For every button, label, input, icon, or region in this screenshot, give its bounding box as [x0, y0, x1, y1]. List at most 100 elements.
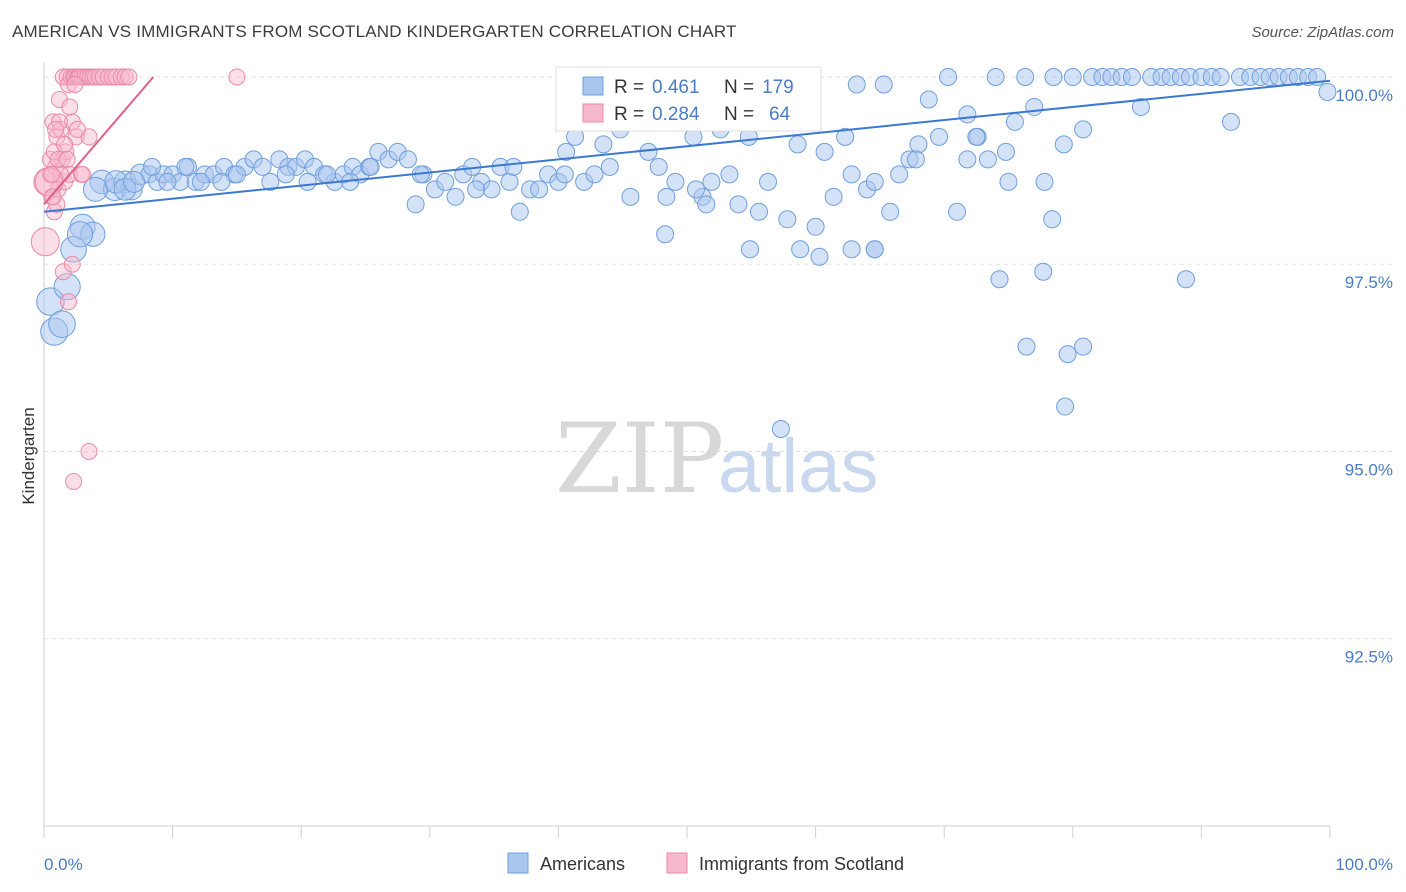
americans-point	[504, 157, 523, 176]
x-tick-label-min: 0.0%	[44, 855, 83, 874]
americans-point	[656, 225, 675, 244]
americans-point	[1035, 172, 1054, 191]
americans-point	[1063, 67, 1082, 86]
americans-point	[836, 127, 855, 146]
americans-point	[158, 172, 177, 191]
scotland-point	[43, 165, 61, 183]
scotland-point	[68, 120, 86, 138]
americans-point	[815, 142, 834, 161]
americans-point	[555, 165, 574, 184]
americans-point	[919, 90, 938, 109]
y-axis-title: Kindergarten	[19, 407, 38, 504]
x-tick-label-max: 100.0%	[1335, 855, 1393, 874]
trend-lines	[43, 76, 1331, 213]
bottom-legend-label-americans: Americans	[540, 854, 625, 874]
americans-point	[791, 240, 810, 259]
americans-point	[66, 221, 94, 248]
americans-point	[788, 135, 807, 154]
legend-n-label-1: N =	[724, 77, 754, 98]
americans-point	[865, 172, 884, 191]
scotland-point	[90, 68, 108, 86]
americans-point	[1043, 210, 1062, 229]
americans-point	[657, 187, 676, 206]
y-tick-label: 95.0%	[1345, 460, 1393, 479]
americans-point	[176, 157, 195, 176]
americans-point	[361, 157, 380, 176]
americans-point	[276, 165, 295, 184]
americans-point	[48, 310, 76, 338]
americans-point	[585, 165, 604, 184]
americans-point	[1034, 262, 1053, 281]
americans-point	[1074, 337, 1093, 356]
americans-point	[909, 135, 928, 154]
scotland-point	[30, 227, 60, 257]
americans-point	[53, 273, 81, 301]
americans-point	[1058, 345, 1077, 364]
legend-swatch-americans	[582, 76, 604, 96]
americans-point	[806, 217, 825, 236]
americans-point	[446, 187, 465, 206]
chart-title: AMERICAN VS IMMIGRANTS FROM SCOTLAND KIN…	[12, 22, 737, 41]
americans-point	[759, 172, 778, 191]
americans-point	[500, 172, 519, 191]
americans-point	[227, 165, 246, 184]
americans-point	[842, 240, 861, 259]
watermark-atlas: atlas	[718, 424, 879, 509]
scotland-point	[49, 150, 67, 168]
scotland-point	[80, 442, 98, 460]
americans-point	[398, 150, 417, 169]
americans-point	[1016, 67, 1035, 86]
americans-point	[824, 187, 843, 206]
scotland-point	[107, 68, 125, 86]
americans-point	[948, 202, 967, 221]
y-tick-label: 97.5%	[1345, 273, 1393, 292]
series-americans-points	[36, 67, 1337, 439]
americans-point	[1221, 112, 1240, 131]
americans-point	[212, 172, 231, 191]
americans-point	[865, 240, 884, 259]
americans-point	[123, 170, 146, 193]
americans-point	[482, 180, 501, 199]
americans-point	[1054, 135, 1073, 154]
americans-point	[996, 142, 1015, 161]
bottom-legend: Americans Immigrants from Scotland	[507, 852, 904, 874]
americans-point	[261, 172, 280, 191]
americans-point	[1056, 397, 1075, 416]
americans-point	[1318, 82, 1337, 101]
scotland-point	[103, 68, 121, 86]
americans-point	[143, 157, 162, 176]
americans-point	[436, 172, 455, 191]
americans-trend-line	[43, 79, 1331, 213]
americans-point	[467, 180, 486, 199]
y-tick-label: 92.5%	[1345, 648, 1393, 667]
americans-point	[697, 195, 716, 214]
americans-point	[1017, 337, 1036, 356]
scotland-point	[59, 293, 77, 311]
scotland-point	[58, 150, 76, 168]
americans-point	[317, 165, 336, 184]
y-tick-label: 100.0%	[1335, 86, 1393, 105]
americans-point	[881, 202, 900, 221]
americans-point	[958, 150, 977, 169]
americans-point	[298, 172, 317, 191]
scotland-point	[66, 75, 84, 93]
americans-point	[906, 150, 925, 169]
americans-point	[890, 165, 909, 184]
americans-point	[621, 187, 640, 206]
americans-point	[600, 157, 619, 176]
americans-point	[253, 157, 272, 176]
watermark-zip: ZIP	[555, 403, 724, 515]
bottom-legend-swatch-scotland	[666, 852, 688, 874]
americans-point	[1025, 97, 1044, 116]
legend-r-label-2: R =	[614, 104, 644, 125]
americans-point	[702, 172, 721, 191]
source-label: Source: ZipAtlas.com	[1251, 24, 1394, 41]
scotland-point	[44, 188, 62, 206]
americans-point	[666, 172, 685, 191]
americans-point	[930, 127, 949, 146]
americans-point	[750, 202, 769, 221]
americans-point	[771, 420, 790, 439]
americans-point	[778, 210, 797, 229]
legend-swatch-scotland	[582, 103, 604, 123]
